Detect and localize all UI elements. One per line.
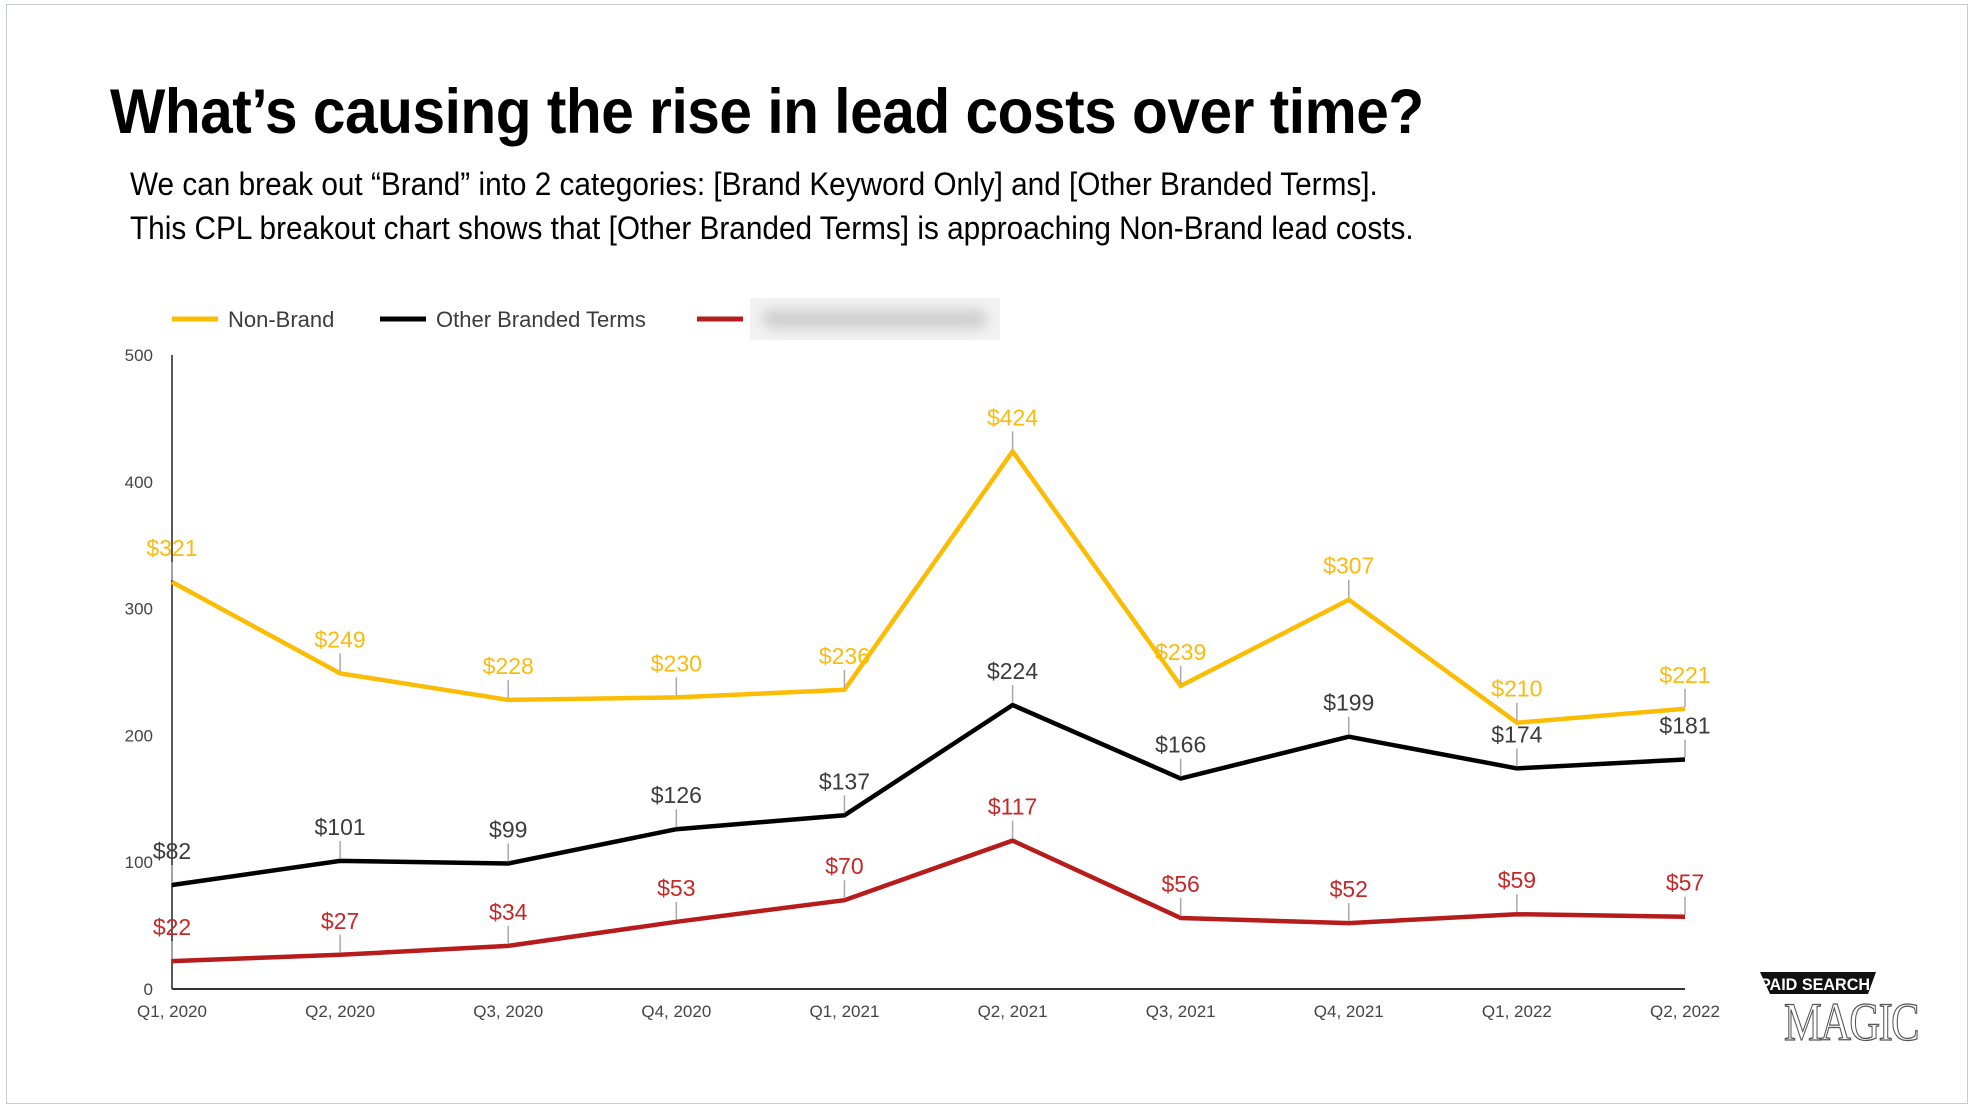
data-label: $321 <box>146 535 197 561</box>
x-tick-label: Q1, 2022 <box>1482 1002 1552 1021</box>
x-tick-label: Q2, 2022 <box>1650 1002 1720 1021</box>
data-label: $52 <box>1330 876 1368 902</box>
x-tick-label: Q4, 2020 <box>641 1002 711 1021</box>
data-label: $101 <box>315 814 366 840</box>
data-label: $53 <box>657 875 695 901</box>
logo-top-text: PAID SEARCH <box>1760 975 1870 994</box>
data-label: $239 <box>1155 639 1206 665</box>
y-tick-label: 100 <box>125 853 153 872</box>
paid-search-magic-logo: PAID SEARCH MAGIC <box>1760 972 1921 1050</box>
y-tick-label: 400 <box>125 473 153 492</box>
data-label: $117 <box>988 794 1037 820</box>
chart-axes: 0 100 200 300 400 500 Q1, 2020 Q2, 2020 Q3, 2020… <box>125 346 1720 1021</box>
logo-bottom-text: MAGIC <box>1784 992 1918 1050</box>
slide-title: What’s causing the rise in lead costs ov… <box>110 77 1424 147</box>
series-line-1 <box>171 702 1686 888</box>
data-label: $307 <box>1323 553 1374 579</box>
subtitle-line-1: We can break out “Brand” into 2 categori… <box>130 166 1378 202</box>
data-label-leaders <box>171 431 1686 960</box>
series-lines <box>170 447 1686 964</box>
data-label: $34 <box>489 899 528 925</box>
chart-legend: Non-Brand Other Branded Terms <box>172 298 1000 340</box>
data-label: $221 <box>1659 662 1710 688</box>
data-label: $230 <box>651 650 702 676</box>
logo-banner <box>1760 972 1876 994</box>
data-label: $228 <box>483 653 534 679</box>
x-tick-label: Q3, 2021 <box>1146 1002 1216 1021</box>
series-line-0 <box>170 447 1686 726</box>
legend-label-0: Non-Brand <box>228 307 334 332</box>
x-tick-label: Q2, 2020 <box>305 1002 375 1021</box>
data-label: $249 <box>315 626 366 652</box>
data-label: $224 <box>987 658 1038 684</box>
data-label: $57 <box>1666 870 1704 896</box>
x-tick-label: Q2, 2021 <box>978 1002 1048 1021</box>
data-label: $99 <box>489 816 527 842</box>
data-label: $166 <box>1155 732 1206 758</box>
data-label: $70 <box>825 853 863 879</box>
data-label: $210 <box>1491 676 1542 702</box>
legend-label-1: Other Branded Terms <box>436 307 646 332</box>
data-labels: $321 $249 $228 $230 $236 $424 $239 $307 $210 $221… <box>146 404 1710 940</box>
x-tick-label: Q1, 2020 <box>137 1002 207 1021</box>
y-tick-label: 500 <box>125 346 153 365</box>
data-label: $181 <box>1659 712 1710 738</box>
data-label: $82 <box>153 838 191 864</box>
data-label: $22 <box>153 914 191 940</box>
x-tick-label: Q4, 2021 <box>1314 1002 1384 1021</box>
x-tick-label: Q3, 2020 <box>473 1002 543 1021</box>
data-label: $56 <box>1161 871 1199 897</box>
data-label: $59 <box>1498 867 1536 893</box>
subtitle-line-2: This CPL breakout chart shows that [Othe… <box>130 210 1414 246</box>
data-label: $174 <box>1491 721 1542 747</box>
y-tick-label: 0 <box>144 980 153 999</box>
data-label: $126 <box>651 782 702 808</box>
y-tick-label: 300 <box>125 600 153 619</box>
data-label: $199 <box>1323 690 1374 716</box>
legend-redacted-label <box>762 309 987 329</box>
series-line-2 <box>171 838 1686 964</box>
data-label: $424 <box>987 404 1038 430</box>
x-tick-label: Q1, 2021 <box>809 1002 879 1021</box>
data-label: $27 <box>321 908 359 934</box>
slide-frame <box>6 4 1968 1104</box>
y-tick-label: 200 <box>125 726 153 745</box>
data-label: $236 <box>819 643 870 669</box>
data-label: $137 <box>819 768 870 794</box>
